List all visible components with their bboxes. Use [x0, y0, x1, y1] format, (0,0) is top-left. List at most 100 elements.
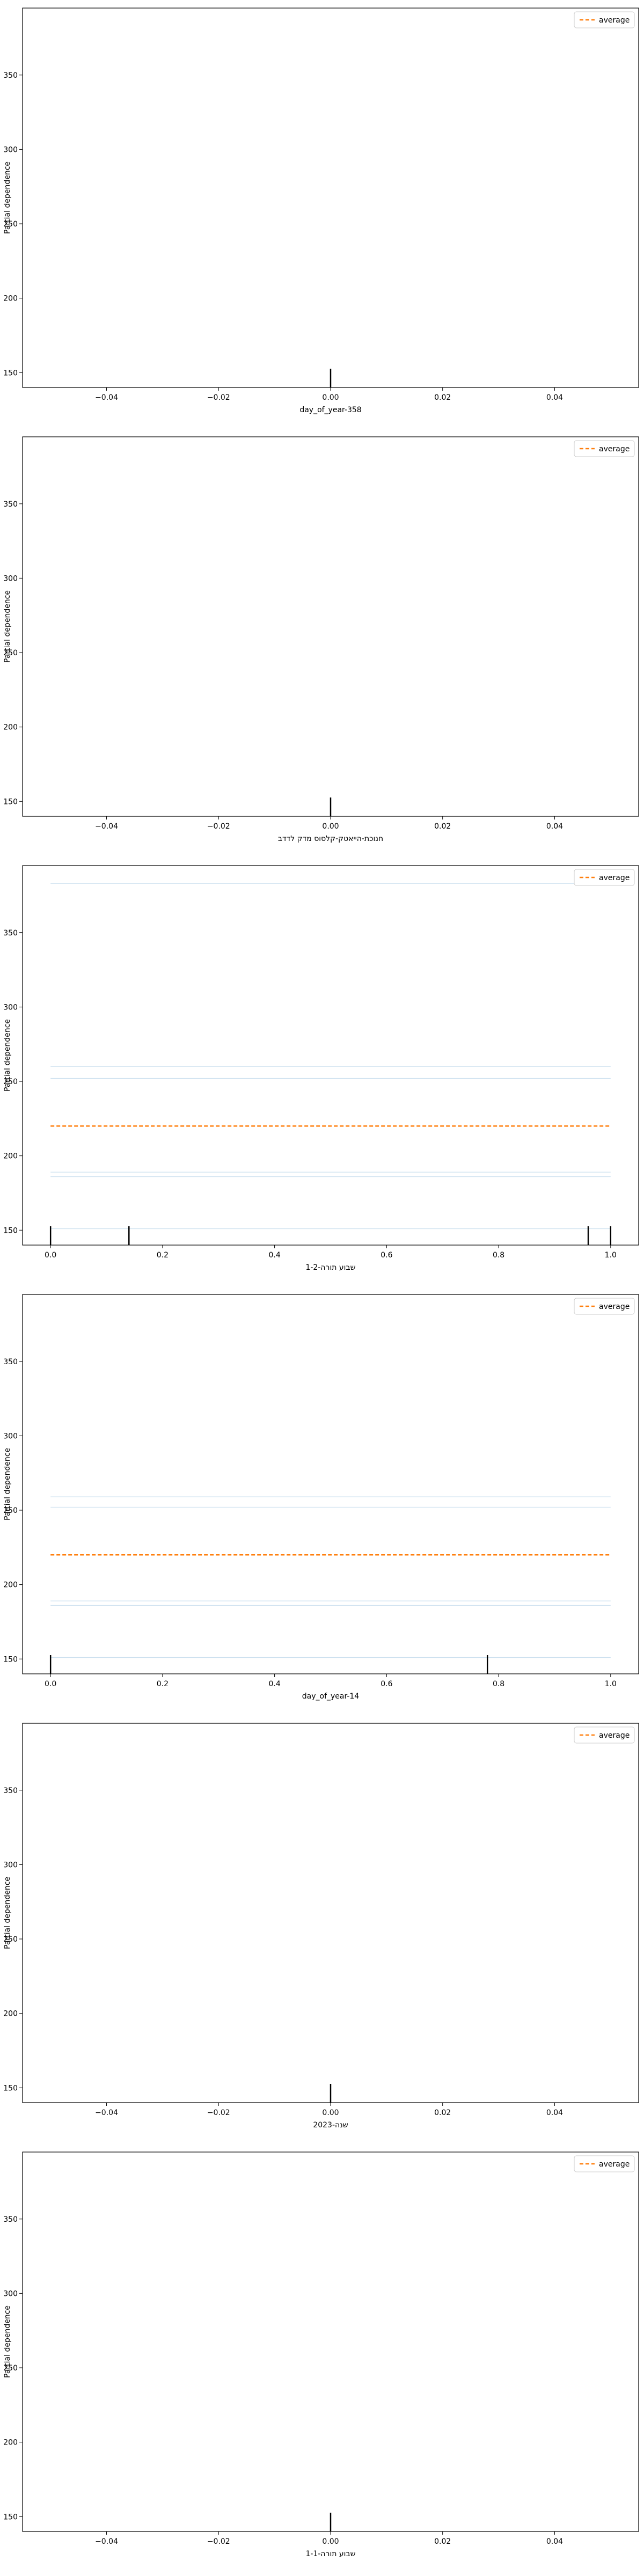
y-tick-label: 300: [3, 2289, 18, 2298]
pd-panel-3: 150 200 250 300 350 0.0 0.2 0.4 0.6 0.8 1.0 שבוע תו…: [3, 865, 639, 1272]
y-tick-label: 150: [3, 1655, 18, 1664]
x-axis-label: שבוע תורה-1-2: [305, 1263, 355, 1272]
y-tick-label: 350: [3, 1787, 18, 1795]
x-tick-label: 0.2: [157, 1680, 169, 1688]
axes-frame: [22, 1723, 639, 2103]
x-tick-label: 0.02: [434, 393, 451, 402]
x-tick-label: 0.8: [493, 1680, 504, 1688]
legend-box: [574, 11, 635, 28]
y-tick-label: 150: [3, 2513, 18, 2521]
x-tick-label: 0.6: [380, 1680, 392, 1688]
x-tick-label: −0.04: [95, 393, 118, 402]
y-tick-label: 300: [3, 574, 18, 583]
legend-label: average: [599, 1302, 630, 1311]
y-tick-label: 200: [3, 723, 18, 732]
x-tick-label: 1.0: [605, 1680, 617, 1688]
y-tick-label: 250: [3, 1078, 18, 1086]
x-tick-label: 0.04: [546, 822, 563, 831]
legend: average: [574, 1298, 635, 1315]
pd-panel-6: 150 200 250 300 350 −0.04 −0.02 0.00 0.02 0.04 שבו…: [3, 2151, 639, 2558]
legend-label: average: [599, 874, 630, 882]
axes-frame: [22, 8, 639, 388]
x-axis-label: day_of_year-14: [302, 1692, 360, 1701]
legend-label: average: [599, 16, 630, 25]
legend: average: [574, 11, 635, 28]
y-tick-label: 350: [3, 2215, 18, 2224]
x-tick-label: 0.00: [322, 2537, 339, 2546]
legend-box: [574, 1298, 635, 1315]
pd-panel-1: 150 200 250 300 350 −0.04 −0.02 0.00 0.02 0.04 day…: [3, 8, 639, 414]
x-tick-label: 0.6: [380, 1251, 392, 1260]
legend: average: [574, 440, 635, 457]
y-tick-label: 200: [3, 295, 18, 303]
x-tick-label: 0.02: [434, 2537, 451, 2546]
pd-panel-4: 150 200 250 300 350 0.0 0.2 0.4 0.6 0.8 1.0 day_of_…: [3, 1294, 639, 1701]
x-tick-label: 0.2: [157, 1251, 169, 1260]
y-tick-label: 200: [3, 1152, 18, 1161]
y-tick-label: 250: [3, 2364, 18, 2373]
y-tick-label: 200: [3, 2010, 18, 2018]
y-tick-label: 150: [3, 1226, 18, 1235]
y-tick-label: 250: [3, 1506, 18, 1515]
x-tick-label: −0.04: [95, 822, 118, 831]
y-tick-label: 350: [3, 929, 18, 938]
x-tick-label: −0.02: [207, 822, 230, 831]
legend-label: average: [599, 1731, 630, 1740]
x-axis-label: שבוע תורה-1-1: [305, 2550, 355, 2558]
x-tick-label: −0.04: [95, 2537, 118, 2546]
y-tick-label: 300: [3, 1432, 18, 1440]
y-tick-label: 150: [3, 2084, 18, 2092]
y-axis-label: Partial dependence: [3, 1019, 12, 1092]
pd-panel-2: 150 200 250 300 350 −0.04 −0.02 0.00 0.02 0.04 חנו…: [3, 436, 639, 843]
legend: average: [574, 869, 635, 886]
y-tick-label: 250: [3, 220, 18, 229]
x-axis-label: שנה-2023: [313, 2121, 348, 2129]
x-tick-label: 0.04: [546, 2109, 563, 2117]
x-tick-label: −0.02: [207, 2537, 230, 2546]
y-tick-label: 150: [3, 797, 18, 806]
y-tick-label: 250: [3, 649, 18, 657]
legend-label: average: [599, 2160, 630, 2169]
x-tick-label: 0.04: [546, 2537, 563, 2546]
x-tick-label: −0.02: [207, 2109, 230, 2117]
y-tick-label: 350: [3, 500, 18, 509]
axes-frame: [22, 2151, 639, 2532]
y-tick-label: 200: [3, 1581, 18, 1590]
x-tick-label: 0.00: [322, 393, 339, 402]
y-tick-label: 350: [3, 71, 18, 80]
x-tick-label: 0.4: [269, 1251, 281, 1260]
x-tick-label: 0.04: [546, 393, 563, 402]
pd-panel-5: 150 200 250 300 350 −0.04 −0.02 0.00 0.02 0.04 שנה…: [3, 1723, 639, 2129]
y-axis-label: Partial dependence: [3, 162, 12, 234]
x-tick-label: 0.0: [45, 1251, 56, 1260]
y-tick-label: 200: [3, 2439, 18, 2447]
y-tick-label: 250: [3, 1935, 18, 1944]
legend-box: [574, 2155, 635, 2172]
x-tick-label: 0.02: [434, 822, 451, 831]
x-tick-label: −0.04: [95, 2109, 118, 2117]
x-axis-label: day_of_year-358: [299, 406, 361, 414]
axes-frame: [22, 436, 639, 817]
x-tick-label: 0.02: [434, 2109, 451, 2117]
legend-box: [574, 869, 635, 886]
x-tick-label: 1.0: [605, 1251, 617, 1260]
x-tick-label: 0.00: [322, 822, 339, 831]
axes-frame: [22, 865, 639, 1246]
x-tick-label: 0.0: [45, 1680, 56, 1688]
y-axis-label: Partial dependence: [3, 1877, 12, 1949]
x-axis-label: חנוכת-הייאטק-קלסוס מדק לדדב: [278, 835, 383, 843]
y-tick-label: 150: [3, 369, 18, 377]
y-tick-label: 300: [3, 1861, 18, 1869]
y-axis-label: Partial dependence: [3, 2306, 12, 2378]
legend-label: average: [599, 445, 630, 453]
legend: average: [574, 1726, 635, 1744]
x-tick-label: 0.8: [493, 1251, 504, 1260]
legend-box: [574, 1726, 635, 1744]
y-tick-label: 350: [3, 1358, 18, 1366]
y-axis-label: Partial dependence: [3, 590, 12, 663]
axes-frame: [22, 1294, 639, 1674]
y-axis-label: Partial dependence: [3, 1448, 12, 1520]
x-tick-label: −0.02: [207, 393, 230, 402]
x-tick-label: 0.4: [269, 1680, 281, 1688]
